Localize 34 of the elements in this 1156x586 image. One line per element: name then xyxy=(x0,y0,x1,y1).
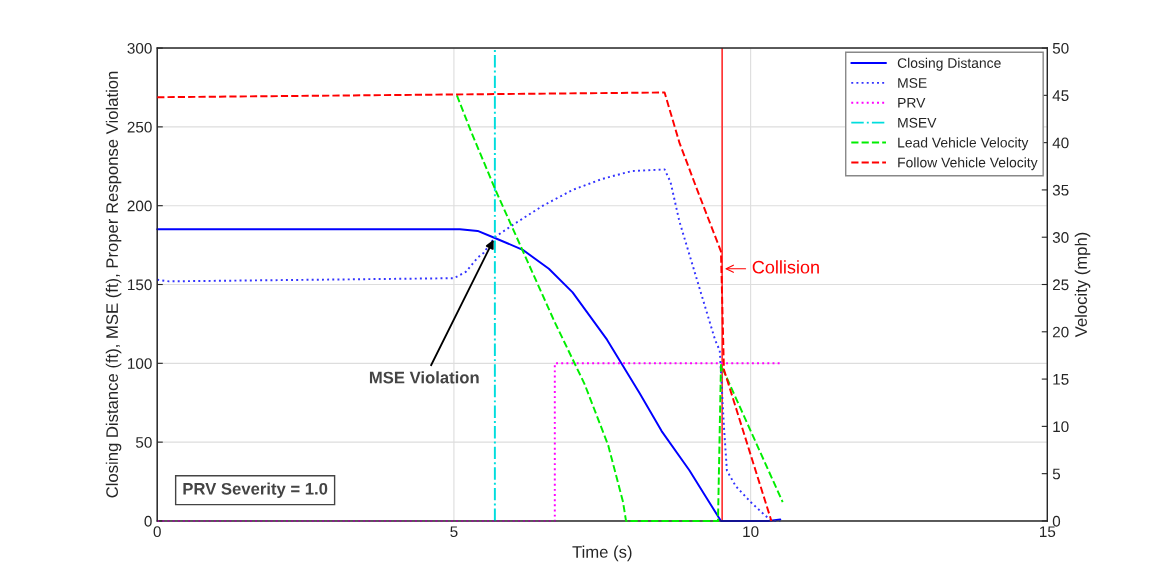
legend-label: MSE xyxy=(898,78,927,88)
y2-tick-label: 0 xyxy=(1052,515,1061,527)
y2-tick-label: 35 xyxy=(1052,184,1069,196)
x-tick-label: 0 xyxy=(153,526,161,538)
y-tick-label: 300 xyxy=(127,42,152,54)
annotation: PRV Severity = 1.0 xyxy=(183,482,328,498)
y-tick-label: 0 xyxy=(144,515,152,527)
y2-axis-title: Velocity (mph) xyxy=(1074,232,1091,338)
x-tick-label: 10 xyxy=(743,526,759,538)
y2-tick-label: 5 xyxy=(1052,468,1061,480)
y2-tick-label: 40 xyxy=(1052,137,1069,149)
annotation: MSE Violation xyxy=(369,371,479,384)
x-tick-label: 5 xyxy=(450,526,458,538)
x-axis-title: Time (s) xyxy=(572,545,632,562)
x-tick-label: 15 xyxy=(1040,526,1056,538)
y-tick-label: 50 xyxy=(135,437,152,448)
y2-tick-label: 10 xyxy=(1053,421,1069,433)
y-tick-label: 250 xyxy=(127,121,152,133)
y-tick-label: 200 xyxy=(127,200,152,212)
y2-tick-label: 30 xyxy=(1052,232,1069,243)
legend-label: PRV xyxy=(898,98,926,108)
y2-tick-label: 50 xyxy=(1052,42,1069,54)
y-tick-label: 150 xyxy=(128,279,152,291)
y-tick-label: 100 xyxy=(128,358,152,370)
legend-label: Follow Vehicle Velocity xyxy=(898,157,1038,171)
legend-label: MSEV xyxy=(898,117,937,128)
y-axis-title: Closing Distance (ft), MSE (ft), Proper Response Violation xyxy=(105,71,122,498)
y2-tick-label: 45 xyxy=(1052,90,1069,102)
annotation: Collision xyxy=(752,260,819,274)
y2-tick-label: 25 xyxy=(1052,279,1069,291)
legend-label: Closing Distance xyxy=(897,57,1001,71)
legend-label: Lead Vehicle Velocity xyxy=(898,137,1029,151)
y2-tick-label: 20 xyxy=(1052,326,1069,338)
y2-tick-label: 15 xyxy=(1053,374,1069,385)
